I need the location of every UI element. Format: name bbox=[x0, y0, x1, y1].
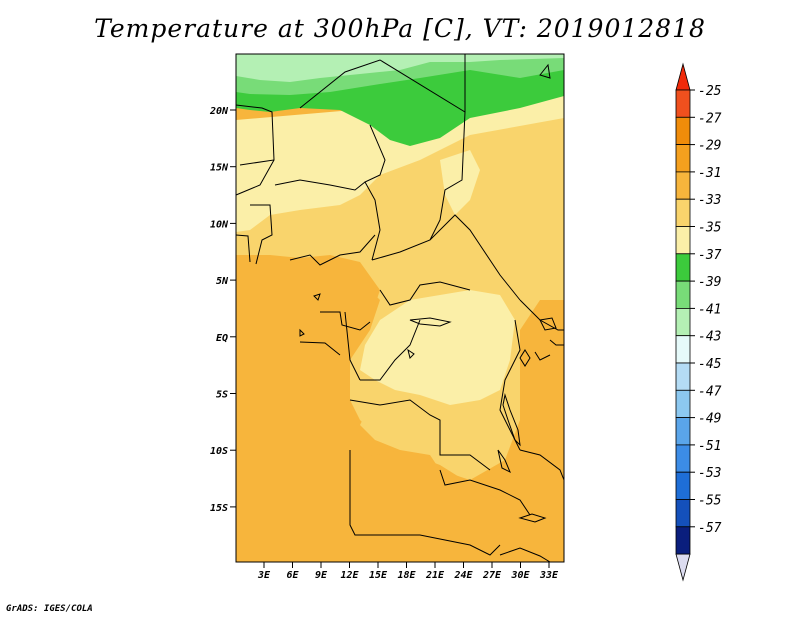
longitude-axis: 3E 6E 9E 12E 15E 18E 21E 24E 27E 30E 33E bbox=[257, 562, 559, 581]
colorbar-label: -55 bbox=[698, 494, 722, 509]
lakes bbox=[299, 63, 557, 523]
fill-region-yellow-light-east bbox=[440, 150, 480, 215]
lat-label: 5N bbox=[216, 276, 229, 287]
colorbar-swatch bbox=[675, 226, 691, 255]
fill-region-green-mid bbox=[236, 54, 564, 95]
credit-text: GrADS: IGES/COLA bbox=[6, 604, 93, 614]
colorbar-label: -51 bbox=[698, 439, 721, 454]
colorbar-top-arrow bbox=[675, 62, 691, 91]
lon-label: 15E bbox=[369, 570, 388, 581]
chart-title: Temperature at 300hPa [C], VT: 201901281… bbox=[94, 14, 706, 43]
lon-label: 24E bbox=[453, 570, 473, 581]
colorbar: -25 -27 -29 -31 -33 -35 -37 -39 -41 -43 -45 -47 -49 -… bbox=[675, 62, 722, 582]
colorbar-swatch bbox=[675, 280, 691, 309]
colorbar-label: -41 bbox=[698, 302, 721, 317]
map-frame bbox=[235, 53, 565, 563]
colorbar-label: -53 bbox=[698, 466, 721, 481]
lon-label: 6E bbox=[286, 570, 299, 581]
lat-label: 15N bbox=[210, 163, 229, 174]
fill-region-yellow-light-basin bbox=[360, 290, 515, 405]
colorbar-label: -37 bbox=[698, 248, 722, 263]
colorbar-swatch bbox=[675, 89, 691, 118]
colorbar-swatch bbox=[675, 116, 691, 146]
colorbar-label: -33 bbox=[698, 193, 721, 208]
lon-label: 3E bbox=[257, 570, 271, 581]
colorbar-label: -43 bbox=[698, 330, 721, 345]
colorbar-label: -25 bbox=[698, 84, 722, 99]
country-borders bbox=[235, 54, 565, 563]
lon-label: 12E bbox=[340, 570, 359, 581]
colorbar-swatch bbox=[675, 307, 691, 337]
lat-label: EQ bbox=[216, 333, 228, 344]
colorbar-label: -39 bbox=[698, 275, 721, 290]
fill-region-orange-south bbox=[236, 420, 564, 562]
fill-region-green bbox=[236, 56, 564, 146]
colorbar-label: -35 bbox=[698, 221, 722, 236]
colorbar-swatch bbox=[675, 389, 691, 418]
colorbar-label: -47 bbox=[698, 384, 722, 399]
lon-label: 9E bbox=[315, 570, 328, 581]
colorbar-swatch bbox=[675, 335, 691, 364]
temperature-map bbox=[235, 53, 565, 563]
colorbar-swatch bbox=[675, 417, 691, 446]
latitude-axis: 20N 15N 10N 5N EQ 5S 10S 15S bbox=[209, 106, 236, 514]
colorbar-label: -45 bbox=[698, 357, 722, 372]
lat-label: 10S bbox=[210, 446, 228, 457]
lat-label: 5S bbox=[216, 390, 228, 401]
colorbar-swatch bbox=[675, 526, 691, 555]
colorbar-label: -31 bbox=[698, 166, 721, 181]
colorbar-label: -49 bbox=[698, 412, 721, 427]
lat-label: 15S bbox=[210, 503, 228, 514]
colorbar-label: -29 bbox=[698, 139, 721, 154]
colorbar-swatch bbox=[675, 144, 691, 173]
lat-label: 20N bbox=[209, 106, 229, 117]
fill-region-green-light bbox=[236, 54, 564, 82]
lon-label: 21E bbox=[425, 570, 445, 581]
lat-label: 10N bbox=[210, 219, 229, 230]
colorbar-bottom-arrow bbox=[675, 553, 691, 582]
lon-label: 30E bbox=[510, 570, 530, 581]
colorbar-swatch bbox=[675, 499, 691, 528]
colorbar-swatch bbox=[675, 253, 691, 282]
colorbar-label: -27 bbox=[698, 111, 722, 126]
colorbar-label: -57 bbox=[698, 521, 722, 536]
colorbar-swatch bbox=[675, 444, 691, 473]
lon-label: 18E bbox=[397, 570, 416, 581]
lon-label: 33E bbox=[539, 570, 559, 581]
fill-region-orange-north bbox=[236, 255, 380, 330]
colorbar-swatch bbox=[675, 198, 691, 227]
fill-region-yellow-light bbox=[236, 92, 564, 232]
colorbar-swatch bbox=[675, 171, 691, 200]
colorbar-swatch bbox=[675, 362, 691, 391]
colorbar-swatch bbox=[675, 471, 691, 500]
lon-label: 27E bbox=[482, 570, 502, 581]
